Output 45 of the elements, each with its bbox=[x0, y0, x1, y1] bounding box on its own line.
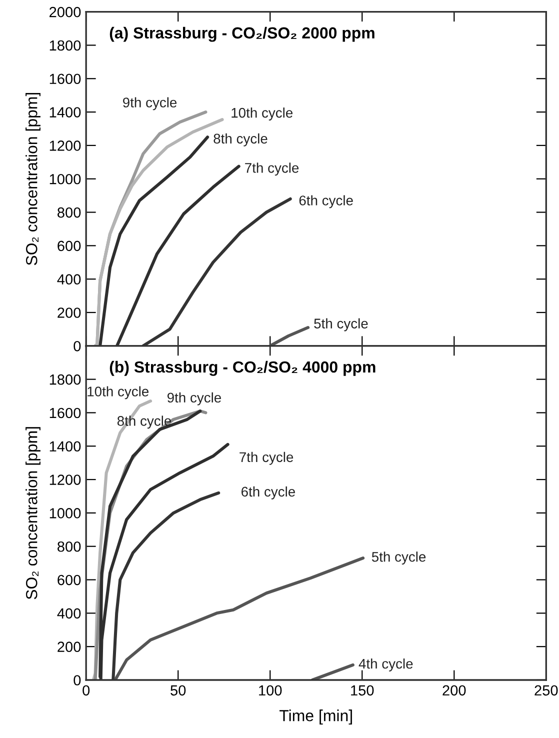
y-tick-label: 1400 bbox=[50, 441, 81, 452]
series-label: 5th cycle bbox=[314, 318, 368, 332]
series-label: 7th cycle bbox=[245, 162, 299, 176]
series-label: 4th cycle bbox=[358, 658, 413, 672]
x-tick-label: 150 bbox=[351, 685, 374, 696]
y-axis-title: SO₂ concentration [ppm] bbox=[26, 92, 40, 266]
series-label: 9th cycle bbox=[123, 97, 177, 110]
series-label: 6th cycle bbox=[299, 195, 353, 208]
series-label: 6th cycle bbox=[242, 486, 295, 500]
y-tick-label: 200 bbox=[58, 642, 81, 652]
series-label: 7th cycle bbox=[240, 452, 294, 465]
y-tick-label: 0 bbox=[74, 341, 81, 352]
series-label: 10th cycle bbox=[232, 108, 293, 120]
x-axis-title: Time [min] bbox=[280, 710, 352, 724]
y-tick-label: 1800 bbox=[50, 40, 81, 51]
series-label: 5th cycle bbox=[372, 552, 426, 565]
y-tick-label: 1200 bbox=[50, 140, 81, 151]
y-tick-label: 1800 bbox=[50, 374, 81, 385]
y-tick-label: 1400 bbox=[50, 107, 81, 118]
x-tick-label: 0 bbox=[82, 685, 90, 696]
y-tick-label: 800 bbox=[58, 541, 81, 552]
y-axis-title: SO₂ concentration [ppm] bbox=[26, 427, 40, 600]
y-tick-label: 1200 bbox=[50, 474, 81, 485]
series-label: 10th cycle bbox=[88, 386, 149, 400]
y-tick-label: 2000 bbox=[50, 6, 81, 18]
series-label: 8th cycle bbox=[214, 133, 268, 146]
y-tick-label: 1000 bbox=[50, 174, 81, 184]
text: (b) Strassburg - CO₂/SO₂ 4000 ppm bbox=[110, 360, 376, 376]
y-tick-label: 1000 bbox=[50, 508, 81, 518]
y-tick-label: 0 bbox=[74, 675, 81, 686]
y-tick-label: 400 bbox=[57, 274, 81, 285]
y-tick-label: 600 bbox=[58, 240, 81, 252]
y-tick-label: 1600 bbox=[50, 408, 81, 418]
x-tick-label: 100 bbox=[259, 685, 282, 696]
y-tick-label: 600 bbox=[58, 574, 81, 586]
y-tick-label: 200 bbox=[58, 308, 81, 318]
series-label: 9th cycle bbox=[167, 392, 222, 406]
x-tick-label: 50 bbox=[170, 685, 186, 696]
x-tick-label: 250 bbox=[534, 685, 558, 696]
y-tick-label: 1600 bbox=[50, 74, 81, 84]
y-tick-label: 400 bbox=[57, 608, 81, 619]
series-label: 8th cycle bbox=[117, 416, 172, 429]
text: (a) Strassburg - CO₂/SO₂ 2000 ppm bbox=[110, 26, 374, 42]
x-tick-label: 200 bbox=[442, 685, 466, 696]
y-tick-label: 800 bbox=[58, 207, 81, 218]
